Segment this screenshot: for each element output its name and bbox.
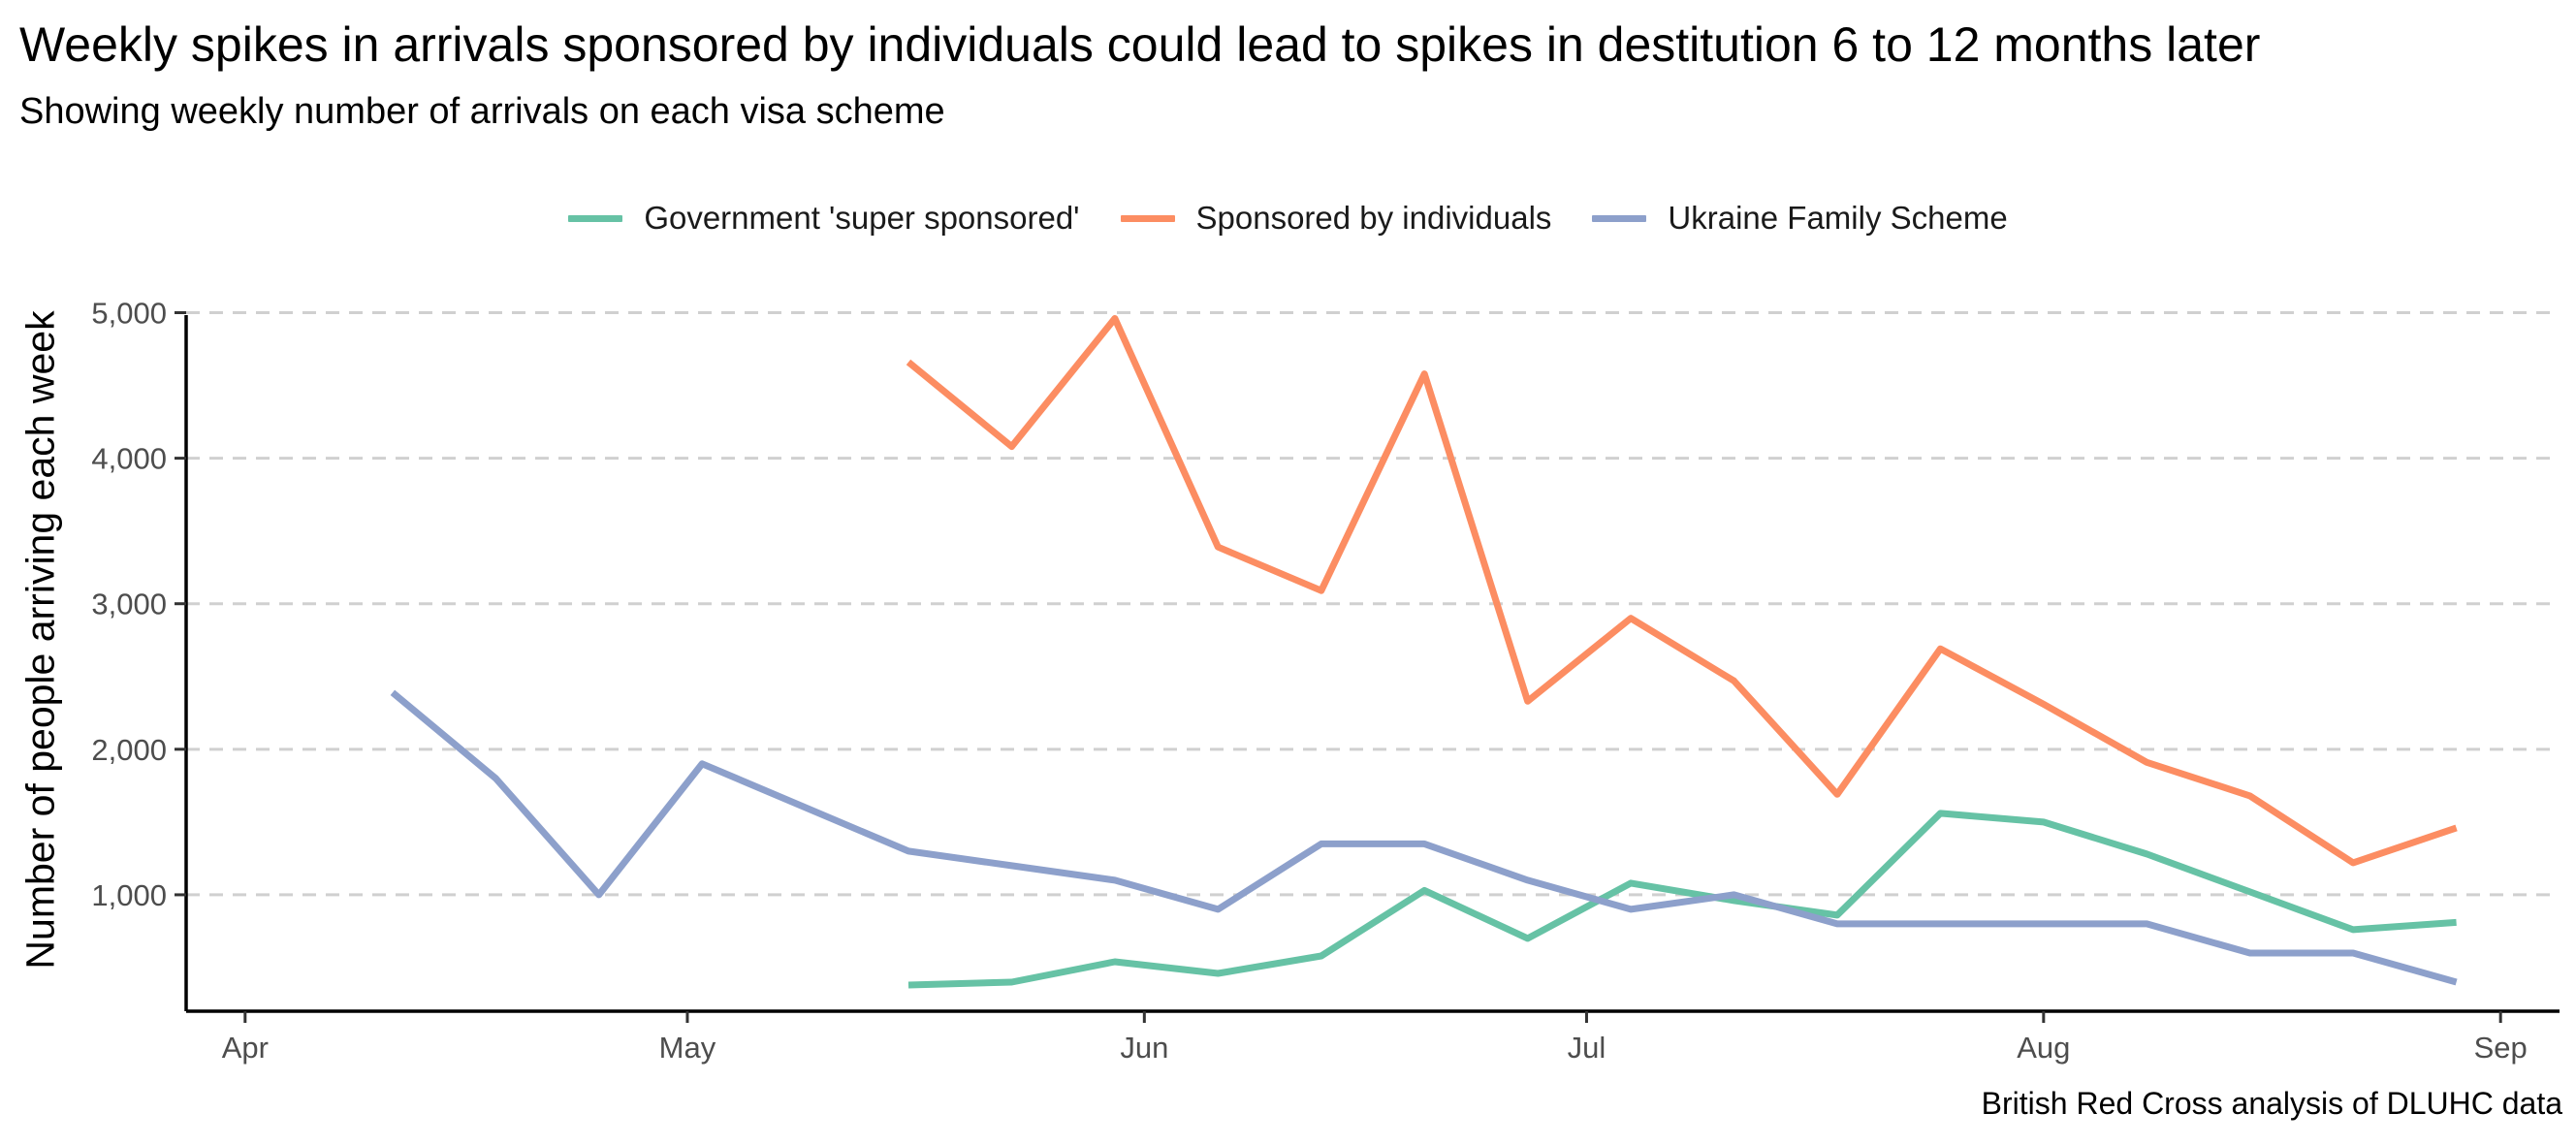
y-tick-label-1000: 1,000 [91,878,167,912]
gridlines [186,311,2560,897]
y-tick-label-3000: 3,000 [91,588,167,621]
x-ticks: Apr May Jun Jul Aug Sep [222,1011,2528,1065]
chart-caption: British Red Cross analysis of DLUHC data [1981,1086,2562,1121]
y-tick-label-4000: 4,000 [91,442,167,476]
y-ticks: 1,000 2,000 3,000 4,000 5,000 [91,297,186,912]
x-tick-label-4: Jul [1568,1031,1606,1065]
x-tick-label-6: Sep [2474,1031,2528,1065]
y-tick-label-5000: 5,000 [91,297,167,331]
axes [184,315,2560,1013]
series-line-1 [907,810,2457,989]
legend-key-individuals [1120,214,1175,222]
x-tick-label-2: May [659,1031,716,1065]
legend-key-family [1592,214,1647,222]
legend: Government 'super sponsored' Sponsored b… [0,194,2576,242]
x-tick-label-5: Aug [2017,1031,2070,1065]
chart-subtitle: Showing weekly number of arrivals on eac… [19,91,945,132]
legend-item-family: Ukraine Family Scheme [1592,200,2008,237]
series-line-3 [390,689,2458,986]
series-line-2 [906,315,2458,867]
series-lines [390,315,2458,989]
legend-item-government: Government 'super sponsored' [568,200,1080,237]
x-tick-label-3: Jun [1120,1031,1168,1065]
legend-key-government [568,214,623,222]
legend-label-individuals: Sponsored by individuals [1195,200,1552,236]
legend-label-family: Ukraine Family Scheme [1668,200,2008,236]
y-tick-label-2000: 2,000 [91,733,167,767]
x-tick-label-1: Apr [222,1031,269,1065]
legend-item-individuals: Sponsored by individuals [1120,200,1552,237]
legend-label-government: Government 'super sponsored' [644,200,1080,236]
chart-title: Weekly spikes in arrivals sponsored by i… [19,17,2261,72]
